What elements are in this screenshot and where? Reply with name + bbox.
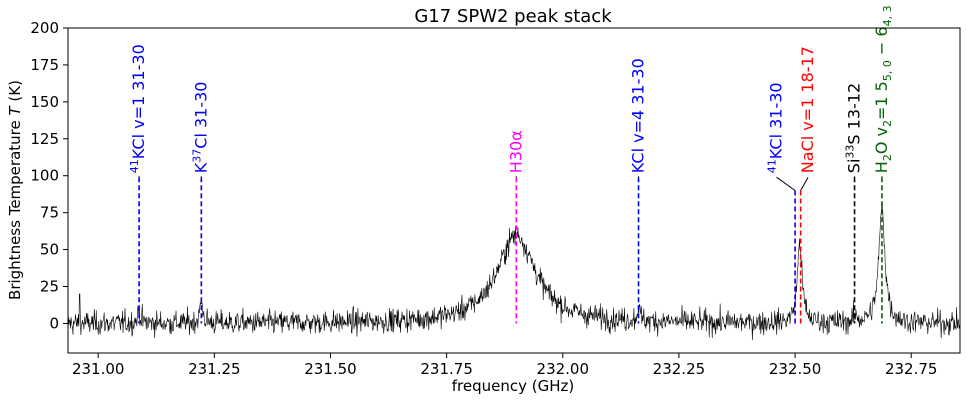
y-tick-label: 125 xyxy=(30,130,59,148)
line-label: H2​O v2​=1 55, 0​ − 64, 3​ xyxy=(872,5,894,173)
line-label-part: 41 xyxy=(128,159,141,173)
y-tick-label: 150 xyxy=(30,93,59,111)
x-tick-label: 232.50 xyxy=(769,360,822,378)
y-tick-label: 25 xyxy=(40,278,59,296)
line-label-part: KCl v=4 31-30 xyxy=(629,58,648,173)
line-label-part: 2 xyxy=(881,120,894,127)
label-leader xyxy=(776,176,796,191)
line-label-part: 5, 0 xyxy=(881,60,894,81)
x-tick-label: 231.50 xyxy=(304,360,357,378)
line-label-part: 4, 3 xyxy=(881,5,894,26)
y-axis-title: Brightness Temperature T (K) xyxy=(6,80,24,300)
line-label-part: − 6 xyxy=(872,26,891,60)
line-label: K37​Cl 31-30 xyxy=(190,82,210,174)
chart-title: G17 SPW2 peak stack xyxy=(414,6,612,27)
line-label-part: KCl 31-30 xyxy=(766,82,785,159)
line-label: 41​KCl 31-30 xyxy=(765,82,785,173)
line-label: 41​KCl v=1 31-30 xyxy=(128,44,148,173)
x-tick-label: 231.25 xyxy=(188,360,241,378)
line-label-part: H xyxy=(872,161,891,173)
y-tick-label: 50 xyxy=(40,241,59,259)
line-label-part: NaCl v=1 18-17 xyxy=(798,46,817,173)
x-axis-title: frequency (GHz) xyxy=(452,377,574,395)
line-label-part: 2 xyxy=(881,154,894,161)
x-tick-label: 232.00 xyxy=(537,360,590,378)
line-label-part: S 13-12 xyxy=(845,83,864,145)
line-label: Si33​S 13-12 xyxy=(844,83,864,173)
line-identification-labels: 41​KCl v=1 31-30 K37​Cl 31-30 H30α KCl v=4 … xyxy=(128,5,894,324)
line-label-part: 33 xyxy=(844,145,857,159)
x-tick-label: 232.75 xyxy=(885,360,938,378)
line-label-part: H30α xyxy=(506,130,525,173)
line-label-part: Si xyxy=(845,159,864,174)
axes-frame xyxy=(67,27,961,354)
x-tick-label: 231.75 xyxy=(420,360,473,378)
y-tick-label: 100 xyxy=(30,167,59,185)
line-label-part: O v xyxy=(872,127,891,154)
line-label: NaCl v=1 18-17 xyxy=(798,46,817,173)
y-tick-label: 175 xyxy=(30,56,59,74)
y-title-part: Brightness Temperature xyxy=(6,116,24,300)
plot-area xyxy=(68,202,960,341)
y-tick-label: 200 xyxy=(30,19,59,37)
y-tick-label: 75 xyxy=(40,204,59,222)
line-label-part: Cl 31-30 xyxy=(191,82,210,149)
x-axis-ticks: 231.00 231.25 231.50 231.75 232.00 232.25 232.… xyxy=(72,353,938,378)
x-tick-label: 232.25 xyxy=(653,360,706,378)
line-label-part: =1 5 xyxy=(872,81,891,120)
y-title-var: T xyxy=(6,105,24,116)
line-label-part: 37 xyxy=(190,149,203,163)
line-label-part: 41 xyxy=(765,159,778,173)
line-label: KCl v=4 31-30 xyxy=(629,58,648,173)
line-label: H30α xyxy=(506,130,525,173)
spectrum-trace xyxy=(68,202,960,341)
line-label-part: KCl v=1 31-30 xyxy=(129,44,148,159)
y-axis-ticks: 0 25 50 75 100 125 150 175 200 xyxy=(30,19,68,332)
line-label-part: K xyxy=(191,162,210,173)
y-title-unit: (K) xyxy=(6,80,24,106)
x-tick-label: 231.00 xyxy=(72,360,125,378)
y-tick-label: 0 xyxy=(49,314,59,332)
label-leader xyxy=(800,176,809,191)
